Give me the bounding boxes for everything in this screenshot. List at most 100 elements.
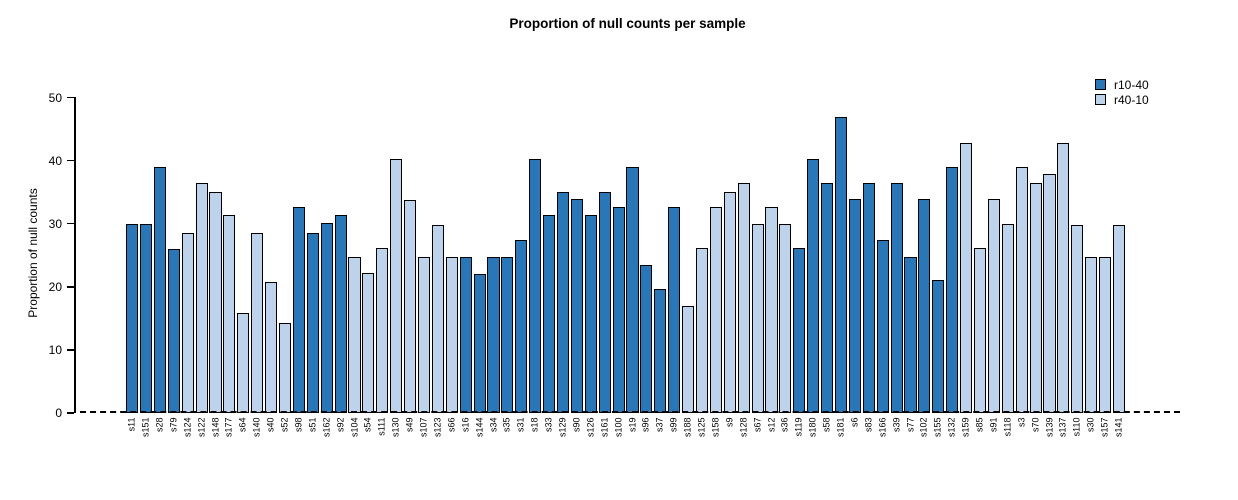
bar-s124: [181, 233, 194, 413]
bar-s110: [1071, 225, 1084, 413]
bar-s33: [543, 215, 556, 413]
bar-s54: [362, 273, 375, 413]
y-axis-line: [74, 97, 76, 413]
x-axis-tick-label: s39: [891, 417, 902, 433]
bar-s92: [334, 215, 347, 413]
legend-row: r10-40: [1095, 77, 1149, 92]
bar-s58: [821, 183, 834, 413]
bar-s144: [473, 274, 486, 413]
bar-s91: [987, 199, 1000, 413]
chart-title: Proportion of null counts per sample: [509, 16, 746, 31]
bar-s12: [765, 207, 778, 413]
bar-s9: [723, 192, 736, 413]
bar-s159: [960, 143, 973, 413]
bar-s66: [445, 257, 458, 413]
bar-s137: [1057, 143, 1070, 413]
bar-s102: [918, 199, 931, 413]
bar-s90: [570, 199, 583, 413]
y-axis-tick: [67, 222, 74, 225]
bar-s19: [626, 167, 639, 413]
x-axis-tick-label: s128: [738, 417, 749, 438]
x-axis-tick-label: s100: [613, 417, 624, 438]
x-axis-tick-label: s28: [154, 417, 165, 433]
x-axis-tick-label: s129: [557, 417, 568, 438]
y-axis-tick: [67, 96, 74, 99]
bar-s162: [320, 223, 333, 413]
bar-s125: [695, 248, 709, 413]
zero-baseline-dashed-line: [80, 411, 1180, 413]
bar-s100: [612, 207, 625, 413]
bar-s129: [556, 192, 570, 413]
bar-s148: [209, 192, 222, 413]
bar-s118: [1001, 224, 1014, 413]
x-axis-tick-label: s70: [1030, 417, 1041, 433]
bar-s166: [876, 240, 889, 413]
x-axis-tick-label: s166: [877, 417, 888, 438]
bar-s128: [737, 183, 750, 413]
bar-s158: [709, 207, 722, 413]
bar-s180: [807, 159, 820, 413]
y-axis-tick: [67, 286, 74, 288]
x-axis-tick-label: s141: [1113, 417, 1124, 438]
bar-s119: [793, 248, 806, 413]
x-axis-tick-label: s110: [1071, 417, 1082, 437]
x-axis-tick-label: s102: [918, 417, 929, 438]
x-axis-tick-label: s31: [515, 417, 526, 433]
x-axis-tick-label: s157: [1099, 417, 1110, 438]
y-axis-tick-label: 10: [48, 342, 62, 357]
legend-label: r40-10: [1114, 92, 1149, 107]
x-axis-tick-label: s107: [418, 417, 429, 438]
x-axis-tick-label: s11: [126, 417, 137, 432]
x-axis-tick-label: s98: [293, 417, 304, 433]
bar-s51: [306, 233, 319, 413]
x-axis-tick-label: s19: [627, 417, 637, 433]
x-axis-tick-label: s159: [960, 417, 971, 438]
bar-s30: [1085, 257, 1098, 413]
bar-s157: [1099, 257, 1112, 413]
y-axis-tick-label: 0: [55, 406, 62, 420]
x-axis-tick-label: s104: [349, 417, 359, 438]
x-axis-tick-label: s118: [1002, 417, 1013, 437]
x-axis-tick-label: s144: [474, 417, 485, 438]
bar-s85: [973, 248, 987, 413]
bar-s188: [682, 306, 695, 413]
bar-s35: [501, 257, 514, 413]
bar-s107: [417, 257, 431, 413]
bar-s39: [890, 183, 903, 413]
x-axis-tick-label: s18: [529, 417, 540, 433]
bar-s96: [640, 265, 653, 413]
bar-s3: [1015, 167, 1028, 413]
bar-s139: [1043, 174, 1056, 413]
x-axis-tick-label: s90: [571, 417, 582, 433]
bar-s16: [459, 257, 472, 413]
bar-s79: [167, 249, 180, 413]
x-axis-tick-label: s177: [223, 417, 234, 438]
x-axis-tick-label: s181: [835, 417, 846, 438]
x-axis-tick-label: s122: [196, 417, 207, 438]
bar-s122: [195, 183, 208, 413]
x-axis-tick-label: s188: [682, 417, 693, 438]
bar-s177: [223, 215, 236, 413]
x-axis-tick-label: s33: [543, 417, 554, 433]
bar-s64: [237, 313, 250, 413]
y-axis-tick-label: 40: [48, 153, 62, 168]
bar-s130: [390, 159, 403, 413]
legend: r10-40 r40-10: [1095, 77, 1149, 107]
x-axis-tick-label: s91: [988, 417, 999, 433]
x-axis-tick-label: s158: [710, 417, 721, 438]
x-axis-tick-label: s36: [779, 417, 790, 433]
bar-s34: [487, 257, 500, 413]
bar-s111: [376, 248, 389, 413]
bar-s98: [292, 207, 305, 413]
x-axis-tick-label: s180: [807, 417, 818, 438]
bar-s18: [529, 159, 542, 413]
x-axis-tick-label: s137: [1057, 417, 1068, 438]
bar-s67: [751, 224, 764, 413]
x-axis-tick-label: s124: [182, 417, 193, 438]
bar-s104: [348, 257, 361, 413]
legend-row: r40-10: [1095, 92, 1149, 107]
x-axis-tick-label: s67: [752, 417, 763, 433]
bar-s37: [654, 289, 667, 413]
x-axis-tick-label: s123: [432, 417, 443, 438]
